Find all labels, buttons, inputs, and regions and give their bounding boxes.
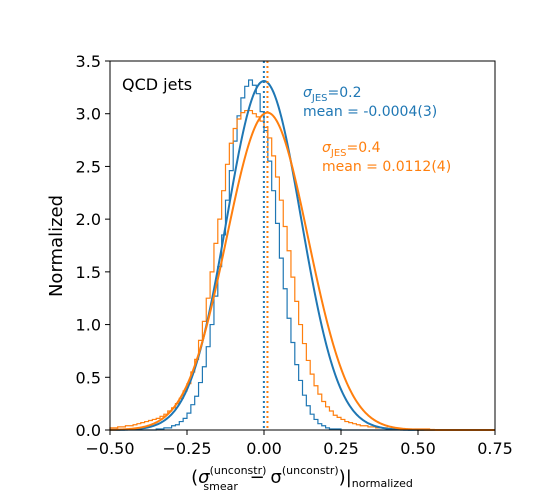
x-tick-label: 0.50	[400, 439, 436, 458]
x-tick-label: 0.25	[323, 439, 359, 458]
y-tick-label: 2.0	[76, 210, 101, 229]
series-0-annotation-mean: mean = -0.0004(3)	[303, 104, 437, 120]
y-axis-label: Normalized	[46, 195, 67, 297]
x-tick-label: 0.75	[477, 439, 513, 458]
x-tick-label: −0.25	[162, 439, 211, 458]
y-tick-label: 3.5	[76, 52, 101, 71]
y-axis: 0.0 0.5 1.0 1.5 2.0 2.5 3.0 3.5	[76, 52, 110, 440]
series-0-annotation-sigma: σJES=0.2	[303, 85, 362, 104]
y-tick-label: 3.0	[76, 105, 101, 124]
x-tick-label: 0.00	[246, 439, 282, 458]
y-tick-label: 0.0	[76, 421, 101, 440]
y-tick-label: 2.5	[76, 157, 101, 176]
plot-frame	[109, 60, 496, 431]
corner-label: QCD jets	[122, 75, 192, 94]
series-1-annotation-sigma: σJES=0.4	[322, 140, 381, 159]
y-tick-label: 1.5	[76, 263, 101, 282]
x-axis-label: (σ(unconstr) smear − σ(unconstr))|normali…	[191, 464, 413, 493]
y-tick-label: 0.5	[76, 368, 101, 387]
y-tick-label: 1.0	[76, 316, 101, 335]
series-1-annotation-mean: mean = 0.0112(4)	[322, 159, 451, 175]
x-tick-label: −0.50	[85, 439, 134, 458]
x-axis: −0.50 −0.25 0.00 0.25 0.50 0.75	[85, 430, 513, 458]
